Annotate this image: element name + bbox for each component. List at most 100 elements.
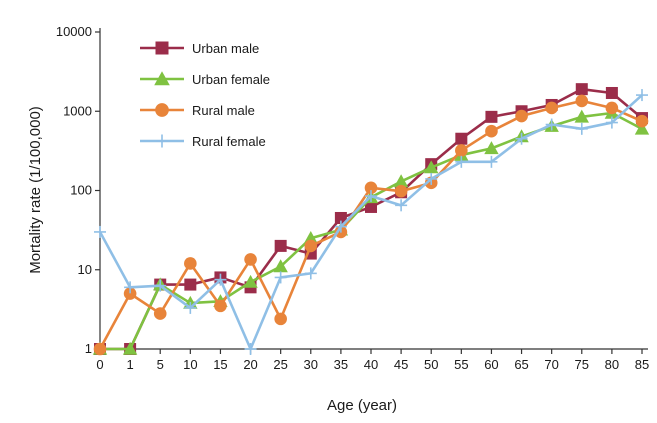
series-line-urban-male <box>100 87 643 351</box>
x-tick-label: 65 <box>514 357 528 372</box>
y-tick-label: 10000 <box>56 24 92 39</box>
data-point-rural-male <box>605 101 619 115</box>
series-rural-female <box>94 89 648 355</box>
data-point-rural-male <box>394 184 408 198</box>
x-tick-label: 0 <box>96 357 103 372</box>
data-point-rural-male <box>575 94 589 108</box>
data-point-urban-male <box>365 200 377 213</box>
legend-label-urban-male: Urban male <box>192 41 259 56</box>
legend-label-urban-female: Urban female <box>192 72 270 87</box>
x-tick-label: 75 <box>575 357 589 372</box>
data-point-rural-male <box>93 342 107 356</box>
x-tick-label: 25 <box>273 357 287 372</box>
data-point-urban-male <box>485 110 498 123</box>
data-point-rural-female <box>515 132 528 145</box>
data-point-urban-male <box>455 132 468 145</box>
data-point-rural-male <box>515 109 528 123</box>
x-tick-label: 80 <box>605 357 619 372</box>
data-point-urban-female <box>393 174 409 188</box>
data-point-urban-male <box>575 83 588 96</box>
series-rural-male <box>93 94 649 356</box>
x-tick-label: 35 <box>334 357 348 372</box>
data-point-rural-male <box>635 114 649 128</box>
y-tick-label: 10 <box>78 262 92 277</box>
data-point-rural-male <box>304 239 318 253</box>
x-tick-label: 40 <box>364 357 378 372</box>
legend-marker-rural-female <box>155 134 169 148</box>
legend-marker-urban-female <box>154 71 170 86</box>
data-point-urban-male <box>334 211 347 224</box>
data-point-urban-female <box>574 109 589 123</box>
data-point-rural-female <box>184 301 197 314</box>
data-point-rural-female <box>94 225 106 238</box>
data-point-urban-female <box>273 259 288 273</box>
legend-item-rural-male: Rural male <box>140 103 255 118</box>
series-line-rural-female <box>98 94 643 351</box>
data-point-rural-male <box>123 287 137 300</box>
data-point-rural-female <box>274 271 287 284</box>
data-point-rural-female <box>334 220 347 233</box>
data-point-urban-female <box>243 274 258 288</box>
data-point-rural-male <box>214 299 227 313</box>
x-tick-label: 70 <box>544 357 558 372</box>
series-urban-male <box>94 83 648 355</box>
data-point-urban-female <box>122 341 138 355</box>
data-point-rural-female <box>124 281 137 294</box>
y-tick-label: 1000 <box>63 103 92 118</box>
data-point-rural-male <box>153 307 167 320</box>
legend-label-rural-male: Rural male <box>192 103 255 118</box>
data-point-urban-female <box>634 121 650 135</box>
data-point-rural-female <box>365 190 377 203</box>
x-tick-label: 10 <box>183 357 197 372</box>
series-urban-female <box>92 105 650 355</box>
data-point-urban-male <box>605 86 618 99</box>
data-point-rural-female <box>545 118 558 131</box>
x-tick-label: 15 <box>213 357 227 372</box>
data-point-urban-male <box>274 239 287 252</box>
data-point-rural-female <box>425 172 438 185</box>
data-point-rural-male <box>364 181 378 195</box>
y-tick-label: 1 <box>85 341 92 356</box>
x-tick-label: 45 <box>394 357 408 372</box>
x-tick-label: 85 <box>635 357 649 372</box>
y-tick-label: 100 <box>70 183 92 198</box>
x-axis-title: Age (year) <box>327 397 397 414</box>
legend-item-urban-female: Urban female <box>140 71 270 87</box>
x-tick-label: 30 <box>304 357 318 372</box>
data-point-rural-male <box>485 124 498 138</box>
series-line-rural-male <box>98 99 643 350</box>
data-point-rural-male <box>545 101 558 115</box>
data-point-rural-female <box>304 267 317 280</box>
legend-label-rural-female: Rural female <box>192 134 266 149</box>
data-point-rural-female <box>214 273 227 286</box>
series-line-urban-female <box>100 111 643 351</box>
legend-marker-urban-male <box>155 41 169 55</box>
data-point-rural-female <box>455 155 468 168</box>
data-point-urban-female <box>424 160 439 174</box>
x-tick-label: 60 <box>484 357 498 372</box>
data-point-rural-male <box>244 253 257 266</box>
legend-item-rural-female: Rural female <box>140 134 266 149</box>
data-point-rural-female <box>395 199 408 212</box>
x-tick-label: 1 <box>126 357 133 372</box>
data-point-rural-female <box>575 122 588 135</box>
data-point-rural-male <box>274 312 287 326</box>
data-point-rural-female <box>244 343 257 355</box>
legend-item-urban-male: Urban male <box>140 41 259 56</box>
x-tick-label: 55 <box>454 357 468 372</box>
data-point-rural-female <box>636 89 648 102</box>
x-tick-label: 20 <box>243 357 257 372</box>
data-point-rural-female <box>605 116 618 129</box>
x-tick-label: 5 <box>157 357 164 372</box>
x-tick-label: 50 <box>424 357 438 372</box>
legend-marker-rural-male <box>155 103 169 117</box>
data-point-urban-female <box>484 141 499 155</box>
data-point-rural-male <box>184 257 197 270</box>
data-point-rural-male <box>455 144 468 157</box>
data-point-rural-female <box>154 279 167 292</box>
data-point-urban-male <box>184 278 197 291</box>
data-point-rural-female <box>485 155 498 168</box>
y-axis-title: Mortality rate (1/100,000) <box>27 106 44 274</box>
